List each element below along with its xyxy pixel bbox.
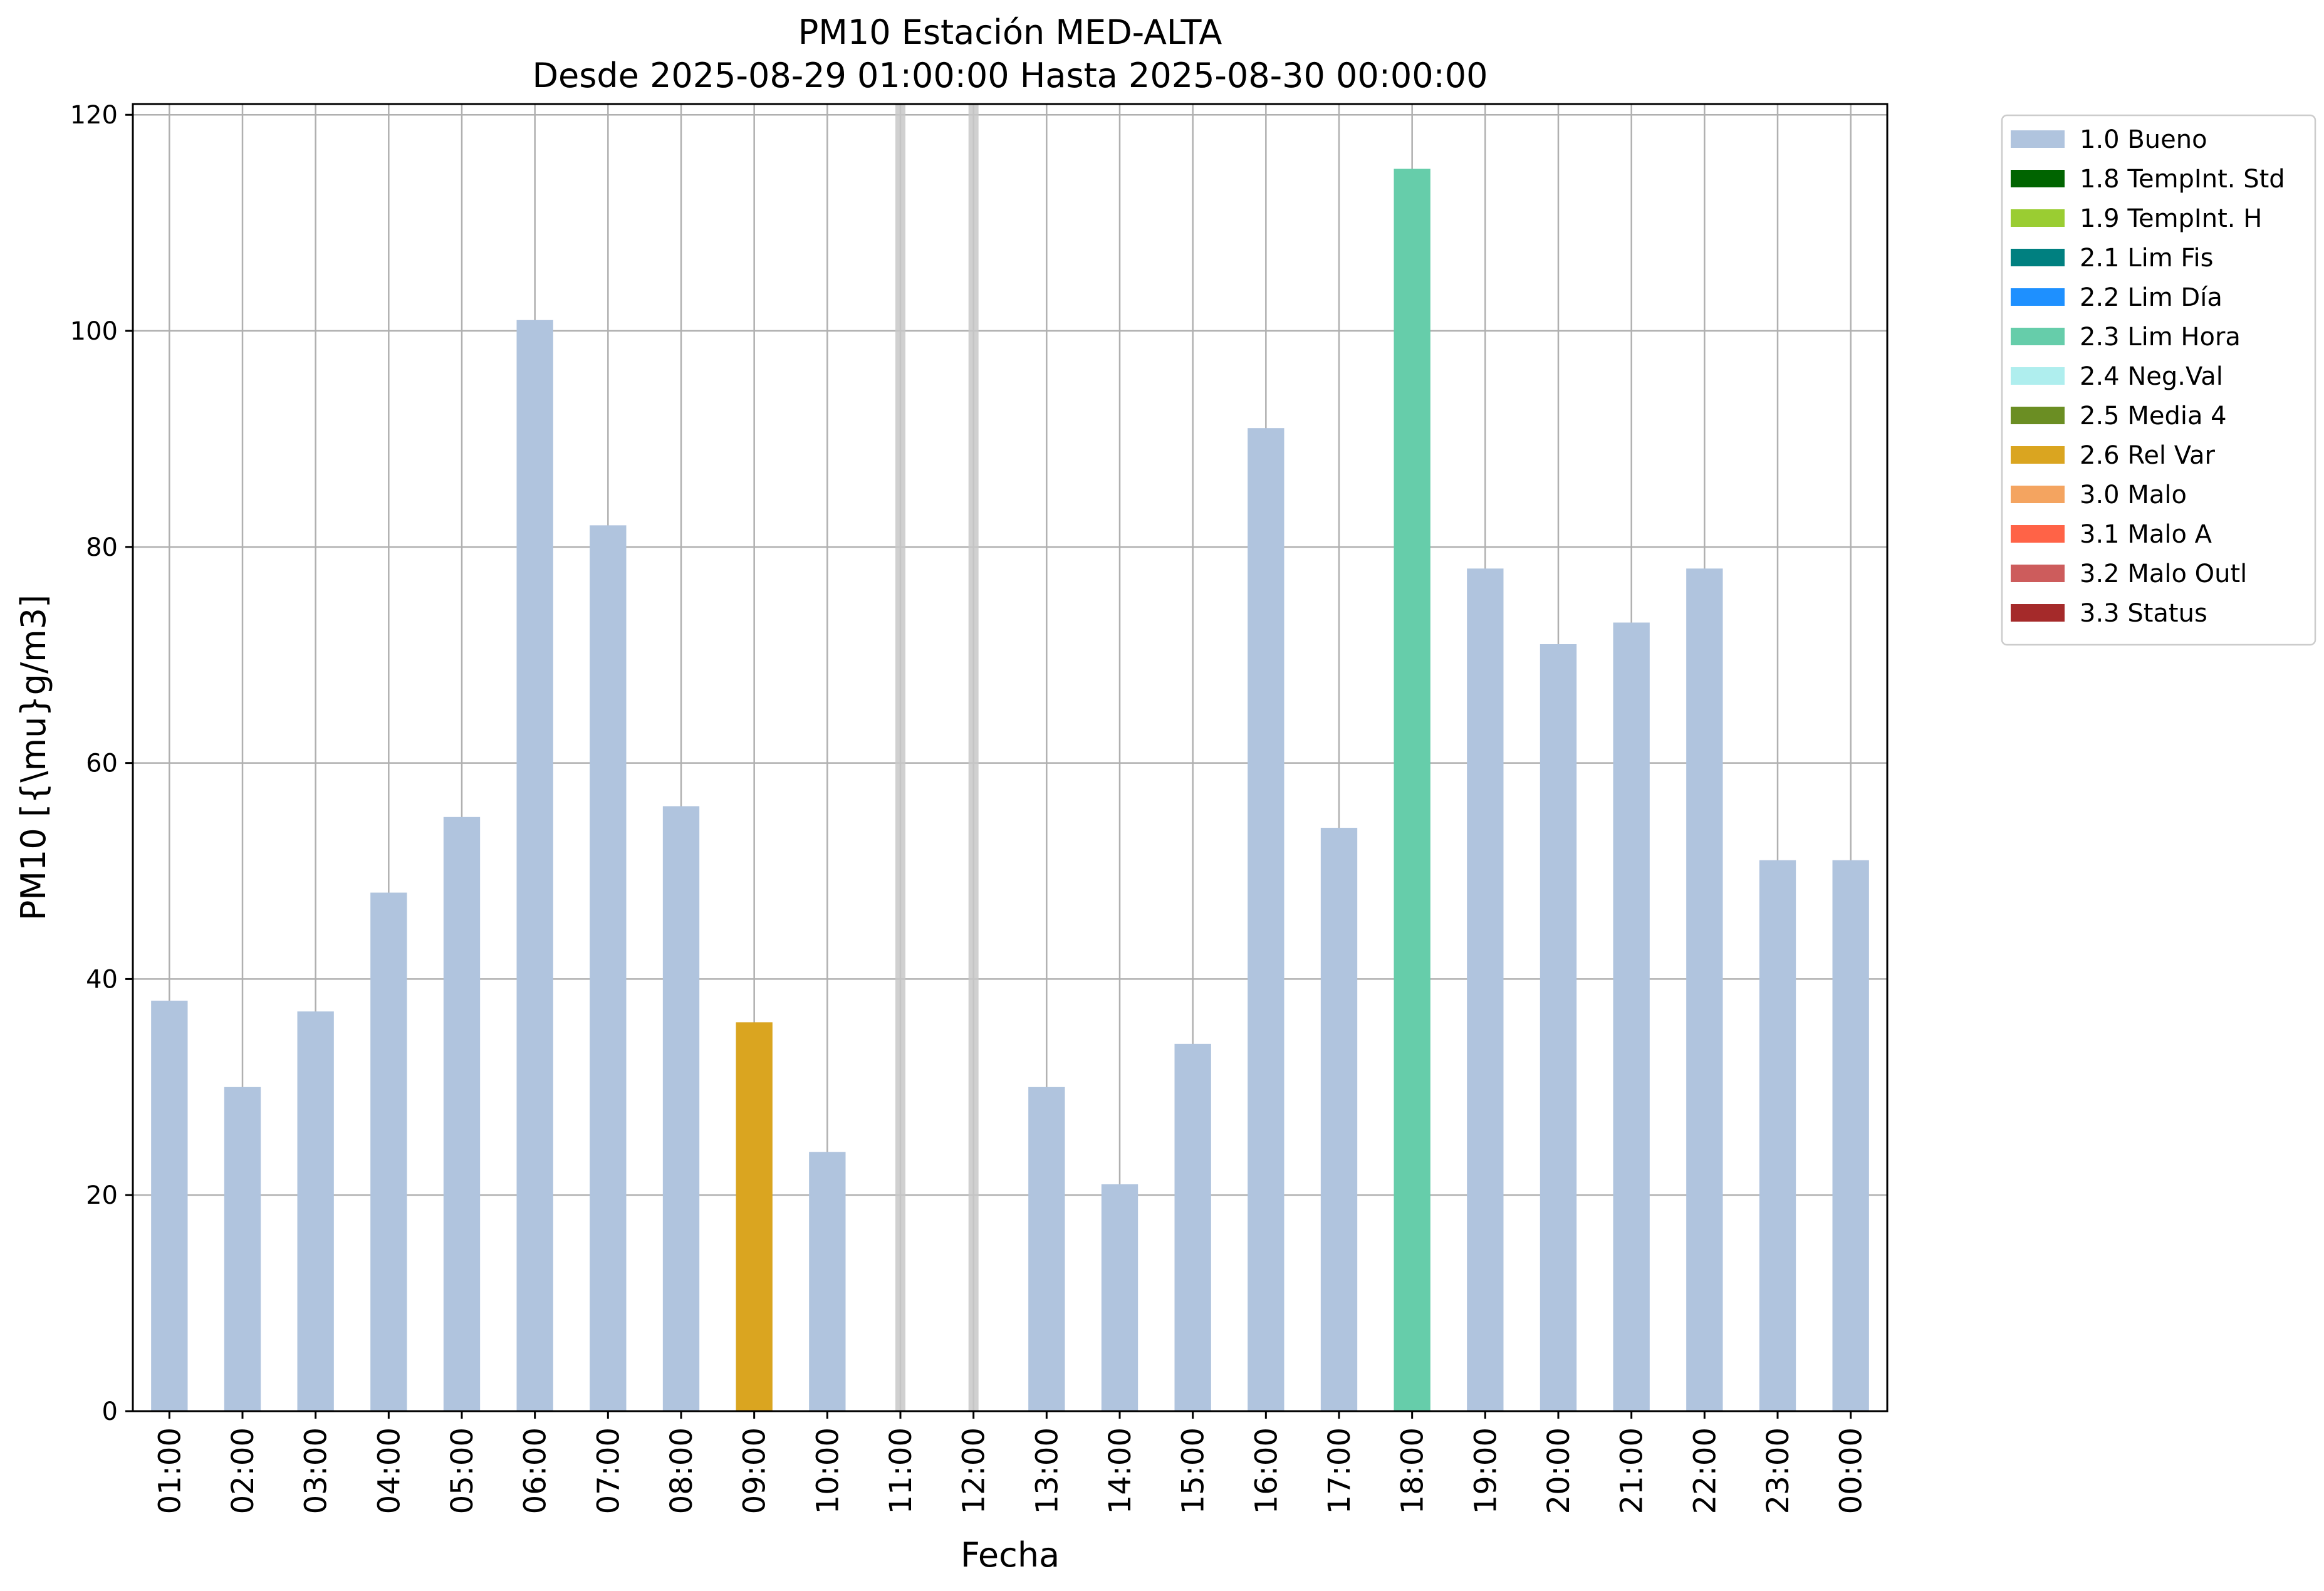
x-tick-label: 16:00 bbox=[1249, 1427, 1284, 1514]
x-tick-label: 07:00 bbox=[591, 1427, 626, 1514]
legend-item-label: 3.1 Malo A bbox=[2080, 520, 2212, 549]
legend-swatch bbox=[2011, 486, 2065, 503]
x-tick-label: 21:00 bbox=[1615, 1427, 1650, 1514]
bars bbox=[151, 104, 1869, 1412]
legend-swatch bbox=[2011, 446, 2065, 464]
legend-item-label: 2.5 Media 4 bbox=[2080, 402, 2227, 430]
legend-swatch bbox=[2011, 170, 2065, 187]
x-tick-label: 14:00 bbox=[1103, 1427, 1138, 1514]
bar-2200 bbox=[1686, 568, 1723, 1411]
chart-title: PM10 Estación MED-ALTA bbox=[798, 13, 1222, 52]
legend-swatch bbox=[2011, 249, 2065, 266]
bar-1700 bbox=[1320, 828, 1358, 1411]
x-axis-label: Fecha bbox=[961, 1535, 1060, 1575]
missing-data-marker bbox=[968, 104, 979, 1411]
y-tick-label: 0 bbox=[102, 1397, 118, 1426]
legend-item-label: 1.8 TempInt. Std bbox=[2080, 165, 2285, 194]
bar-0600 bbox=[516, 320, 553, 1411]
legend-item-label: 3.0 Malo bbox=[2080, 481, 2187, 509]
legend-item-label: 3.2 Malo Outl bbox=[2080, 560, 2247, 588]
bar-0800 bbox=[662, 806, 700, 1411]
legend-swatch bbox=[2011, 367, 2065, 385]
legend-item-label: 1.9 TempInt. H bbox=[2080, 204, 2262, 233]
legend-swatch bbox=[2011, 604, 2065, 622]
bar-1800 bbox=[1394, 169, 1430, 1412]
legend-swatch bbox=[2011, 407, 2065, 424]
plot-frame bbox=[132, 103, 1889, 1412]
bar-2100 bbox=[1613, 622, 1650, 1411]
legend-item-label: 2.3 Lim Hora bbox=[2080, 323, 2241, 352]
bar-2300 bbox=[1759, 860, 1796, 1411]
bar-0200 bbox=[224, 1087, 261, 1411]
x-tick-label: 06:00 bbox=[518, 1427, 553, 1514]
bar-2000 bbox=[1540, 644, 1577, 1411]
x-tick-label: 23:00 bbox=[1761, 1427, 1796, 1514]
bar-0700 bbox=[590, 525, 627, 1411]
legend-item-label: 2.6 Rel Var bbox=[2080, 441, 2216, 470]
x-tick-label: 05:00 bbox=[445, 1427, 480, 1514]
bar-0500 bbox=[443, 816, 481, 1411]
x-tick-label: 17:00 bbox=[1322, 1427, 1357, 1514]
x-tick-label: 15:00 bbox=[1176, 1427, 1211, 1514]
bar-0000 bbox=[1832, 860, 1869, 1411]
legend-frame bbox=[2001, 114, 2316, 646]
x-tick-label: 20:00 bbox=[1541, 1427, 1576, 1514]
x-tick-label: 12:00 bbox=[957, 1427, 992, 1514]
y-axis-ticks: 0 20 40 60 80 100 120 bbox=[70, 101, 133, 1426]
x-tick-label: 09:00 bbox=[737, 1427, 773, 1514]
x-tick-label: 04:00 bbox=[372, 1427, 407, 1514]
legend-swatch bbox=[2011, 328, 2065, 345]
bar-1900 bbox=[1467, 568, 1504, 1411]
x-tick-label: 18:00 bbox=[1395, 1427, 1430, 1514]
y-tick-label: 20 bbox=[86, 1181, 118, 1210]
legend-swatch bbox=[2011, 525, 2065, 543]
x-tick-label: 11:00 bbox=[883, 1427, 919, 1514]
y-tick-label: 80 bbox=[86, 533, 118, 562]
x-tick-label: 08:00 bbox=[664, 1427, 699, 1514]
legend-item-label: 1.0 Bueno bbox=[2080, 125, 2207, 154]
legend-swatch bbox=[2011, 288, 2065, 306]
y-axis-label: PM10 [{\mu}g/m3] bbox=[14, 595, 53, 921]
bar-0400 bbox=[370, 892, 407, 1411]
legend-swatch bbox=[2011, 130, 2065, 148]
x-tick-label: 03:00 bbox=[299, 1427, 334, 1514]
x-tick-label: 00:00 bbox=[1834, 1427, 1869, 1514]
x-tick-label: 02:00 bbox=[226, 1427, 261, 1514]
bar-1500 bbox=[1174, 1043, 1211, 1411]
y-tick-label: 100 bbox=[70, 317, 118, 346]
x-tick-label: 22:00 bbox=[1687, 1427, 1722, 1514]
x-tick-label: 10:00 bbox=[810, 1427, 845, 1514]
legend-item-label: 2.2 Lim Día bbox=[2080, 283, 2222, 312]
bar-0300 bbox=[297, 1011, 334, 1411]
bar-1000 bbox=[809, 1152, 846, 1411]
bar-1600 bbox=[1248, 428, 1284, 1411]
x-tick-label: 13:00 bbox=[1029, 1427, 1065, 1514]
y-tick-label: 60 bbox=[86, 749, 118, 778]
missing-data-marker bbox=[895, 104, 905, 1411]
bar-1300 bbox=[1028, 1087, 1065, 1411]
y-tick-label: 40 bbox=[86, 965, 118, 994]
x-tick-label: 01:00 bbox=[152, 1427, 187, 1514]
legend-swatch bbox=[2011, 209, 2065, 227]
bar-1400 bbox=[1101, 1184, 1139, 1411]
chart-subtitle: Desde 2025-08-29 01:00:00 Hasta 2025-08-… bbox=[532, 56, 1488, 95]
legend-swatch bbox=[2011, 565, 2065, 582]
x-tick-label: 19:00 bbox=[1468, 1427, 1503, 1514]
legend-item-label: 2.4 Neg.Val bbox=[2080, 362, 2223, 391]
legend-item-label: 3.3 Status bbox=[2080, 599, 2207, 628]
bar-0100 bbox=[151, 1000, 188, 1411]
bar-0900 bbox=[736, 1022, 773, 1411]
x-axis-ticks: 01:00 02:00 03:00 04:00 05:00 06:00 07:00 08:00… bbox=[152, 1411, 1869, 1514]
legend-item-label: 2.1 Lim Fis bbox=[2080, 244, 2213, 273]
legend: 1.0 Bueno 1.8 TempInt. Std 1.9 TempInt. H 2… bbox=[2001, 114, 2316, 646]
y-tick-label: 120 bbox=[70, 101, 118, 130]
